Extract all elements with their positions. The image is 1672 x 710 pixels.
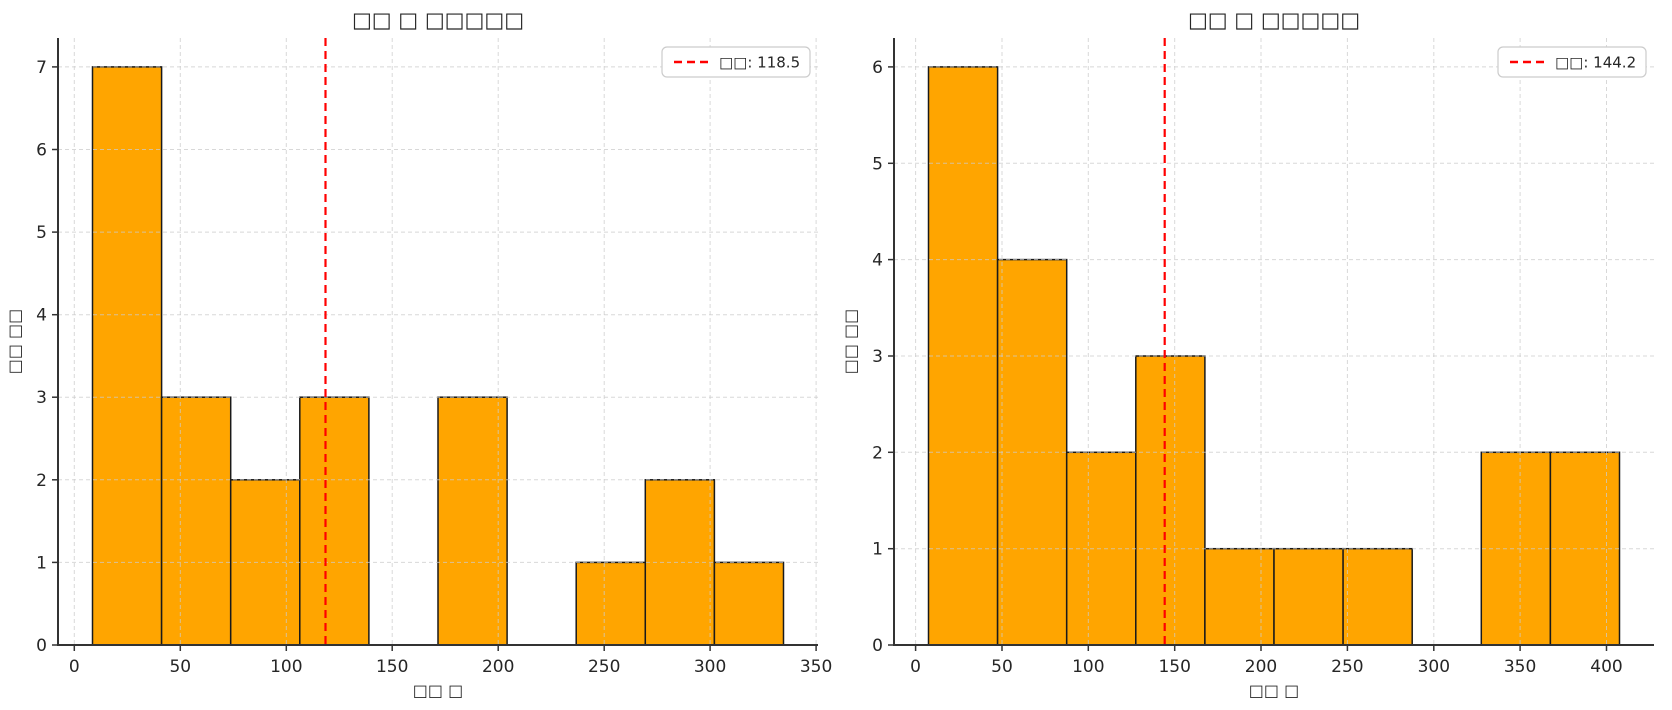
x-tick-label: 0 bbox=[910, 657, 921, 677]
histogram-bar bbox=[1273, 547, 1344, 646]
y-tick-label: 4 bbox=[872, 251, 883, 271]
x-tick-label: 350 bbox=[1504, 657, 1536, 677]
x-tick-label: 50 bbox=[991, 657, 1013, 677]
histogram-bar bbox=[1135, 355, 1206, 646]
legend: □□: 118.5 bbox=[661, 46, 811, 78]
y-tick-label: 7 bbox=[36, 58, 47, 78]
chart-title: □□ □ □□□□□ bbox=[352, 8, 524, 32]
legend-label: □□: 144.2 bbox=[1555, 54, 1636, 72]
y-tick-label: 5 bbox=[36, 223, 47, 243]
histogram-bar bbox=[437, 396, 508, 646]
x-tick-label: 200 bbox=[482, 657, 514, 677]
chart-title: □□ □ □□□□□ bbox=[1188, 8, 1360, 32]
histogram-bar bbox=[575, 561, 647, 646]
y-tick-label: 6 bbox=[36, 141, 47, 161]
x-axis-label: □□ □ bbox=[413, 681, 463, 700]
x-tick-label: 350 bbox=[800, 657, 832, 677]
y-tick-label: 1 bbox=[36, 553, 47, 573]
x-tick-label: 200 bbox=[1245, 657, 1277, 677]
histogram-svg-right: 0 50 100 150 200 250 300 350 400 0 1 2 3 4 5 6 □□ □ □□□□… bbox=[841, 8, 1654, 700]
x-tick-label: 300 bbox=[694, 657, 726, 677]
x-tick-label: 300 bbox=[1418, 657, 1450, 677]
x-tick-label: 250 bbox=[1331, 657, 1363, 677]
y-tick-label: 1 bbox=[872, 540, 883, 560]
legend-box bbox=[661, 46, 811, 78]
histogram-chart-left: 0 50 100 150 200 250 300 350 0 1 2 3 4 5 6 7 □□ □ □□□□□ □… bbox=[5, 8, 832, 700]
y-tick-label: 6 bbox=[872, 58, 883, 78]
histogram-bar bbox=[91, 66, 163, 646]
x-tick-label: 150 bbox=[376, 657, 408, 677]
y-tick-label: 2 bbox=[36, 471, 47, 491]
histogram-chart-right: 0 50 100 150 200 250 300 350 400 0 1 2 3 4 5 6 □□ □ □□□□… bbox=[836, 0, 1672, 710]
legend-box bbox=[1497, 46, 1647, 78]
x-axis-label: □□ □ bbox=[1249, 681, 1299, 700]
y-tick-label: 0 bbox=[36, 636, 47, 656]
histogram-bar bbox=[299, 396, 370, 646]
y-tick-label: 4 bbox=[36, 306, 47, 326]
x-tick-label: 150 bbox=[1158, 657, 1190, 677]
histogram-bar bbox=[1342, 547, 1413, 646]
x-tick-label: 250 bbox=[588, 657, 620, 677]
legend-label: □□: 118.5 bbox=[719, 54, 800, 72]
x-tick-label: 0 bbox=[69, 657, 80, 677]
x-tick-label: 100 bbox=[1072, 657, 1104, 677]
y-tick-label: 3 bbox=[872, 347, 883, 367]
y-tick-label: 3 bbox=[36, 388, 47, 408]
x-tick-label: 100 bbox=[270, 657, 302, 677]
y-axis-label: □□ □□ bbox=[841, 309, 860, 375]
y-tick-label: 2 bbox=[872, 443, 883, 463]
legend: □□: 144.2 bbox=[1497, 46, 1647, 78]
histogram-svg-left: 0 50 100 150 200 250 300 350 0 1 2 3 4 5 6 7 □□ □ □□□□□ □… bbox=[5, 8, 832, 700]
y-tick-label: 5 bbox=[872, 154, 883, 174]
x-tick-label: 400 bbox=[1590, 657, 1622, 677]
x-tick-label: 50 bbox=[169, 657, 191, 677]
histogram-bar bbox=[160, 396, 232, 646]
y-tick-label: 0 bbox=[872, 636, 883, 656]
y-axis-label: □□ □□ bbox=[5, 309, 24, 375]
histogram-bar bbox=[713, 561, 785, 646]
histogram-bar bbox=[1204, 547, 1275, 646]
